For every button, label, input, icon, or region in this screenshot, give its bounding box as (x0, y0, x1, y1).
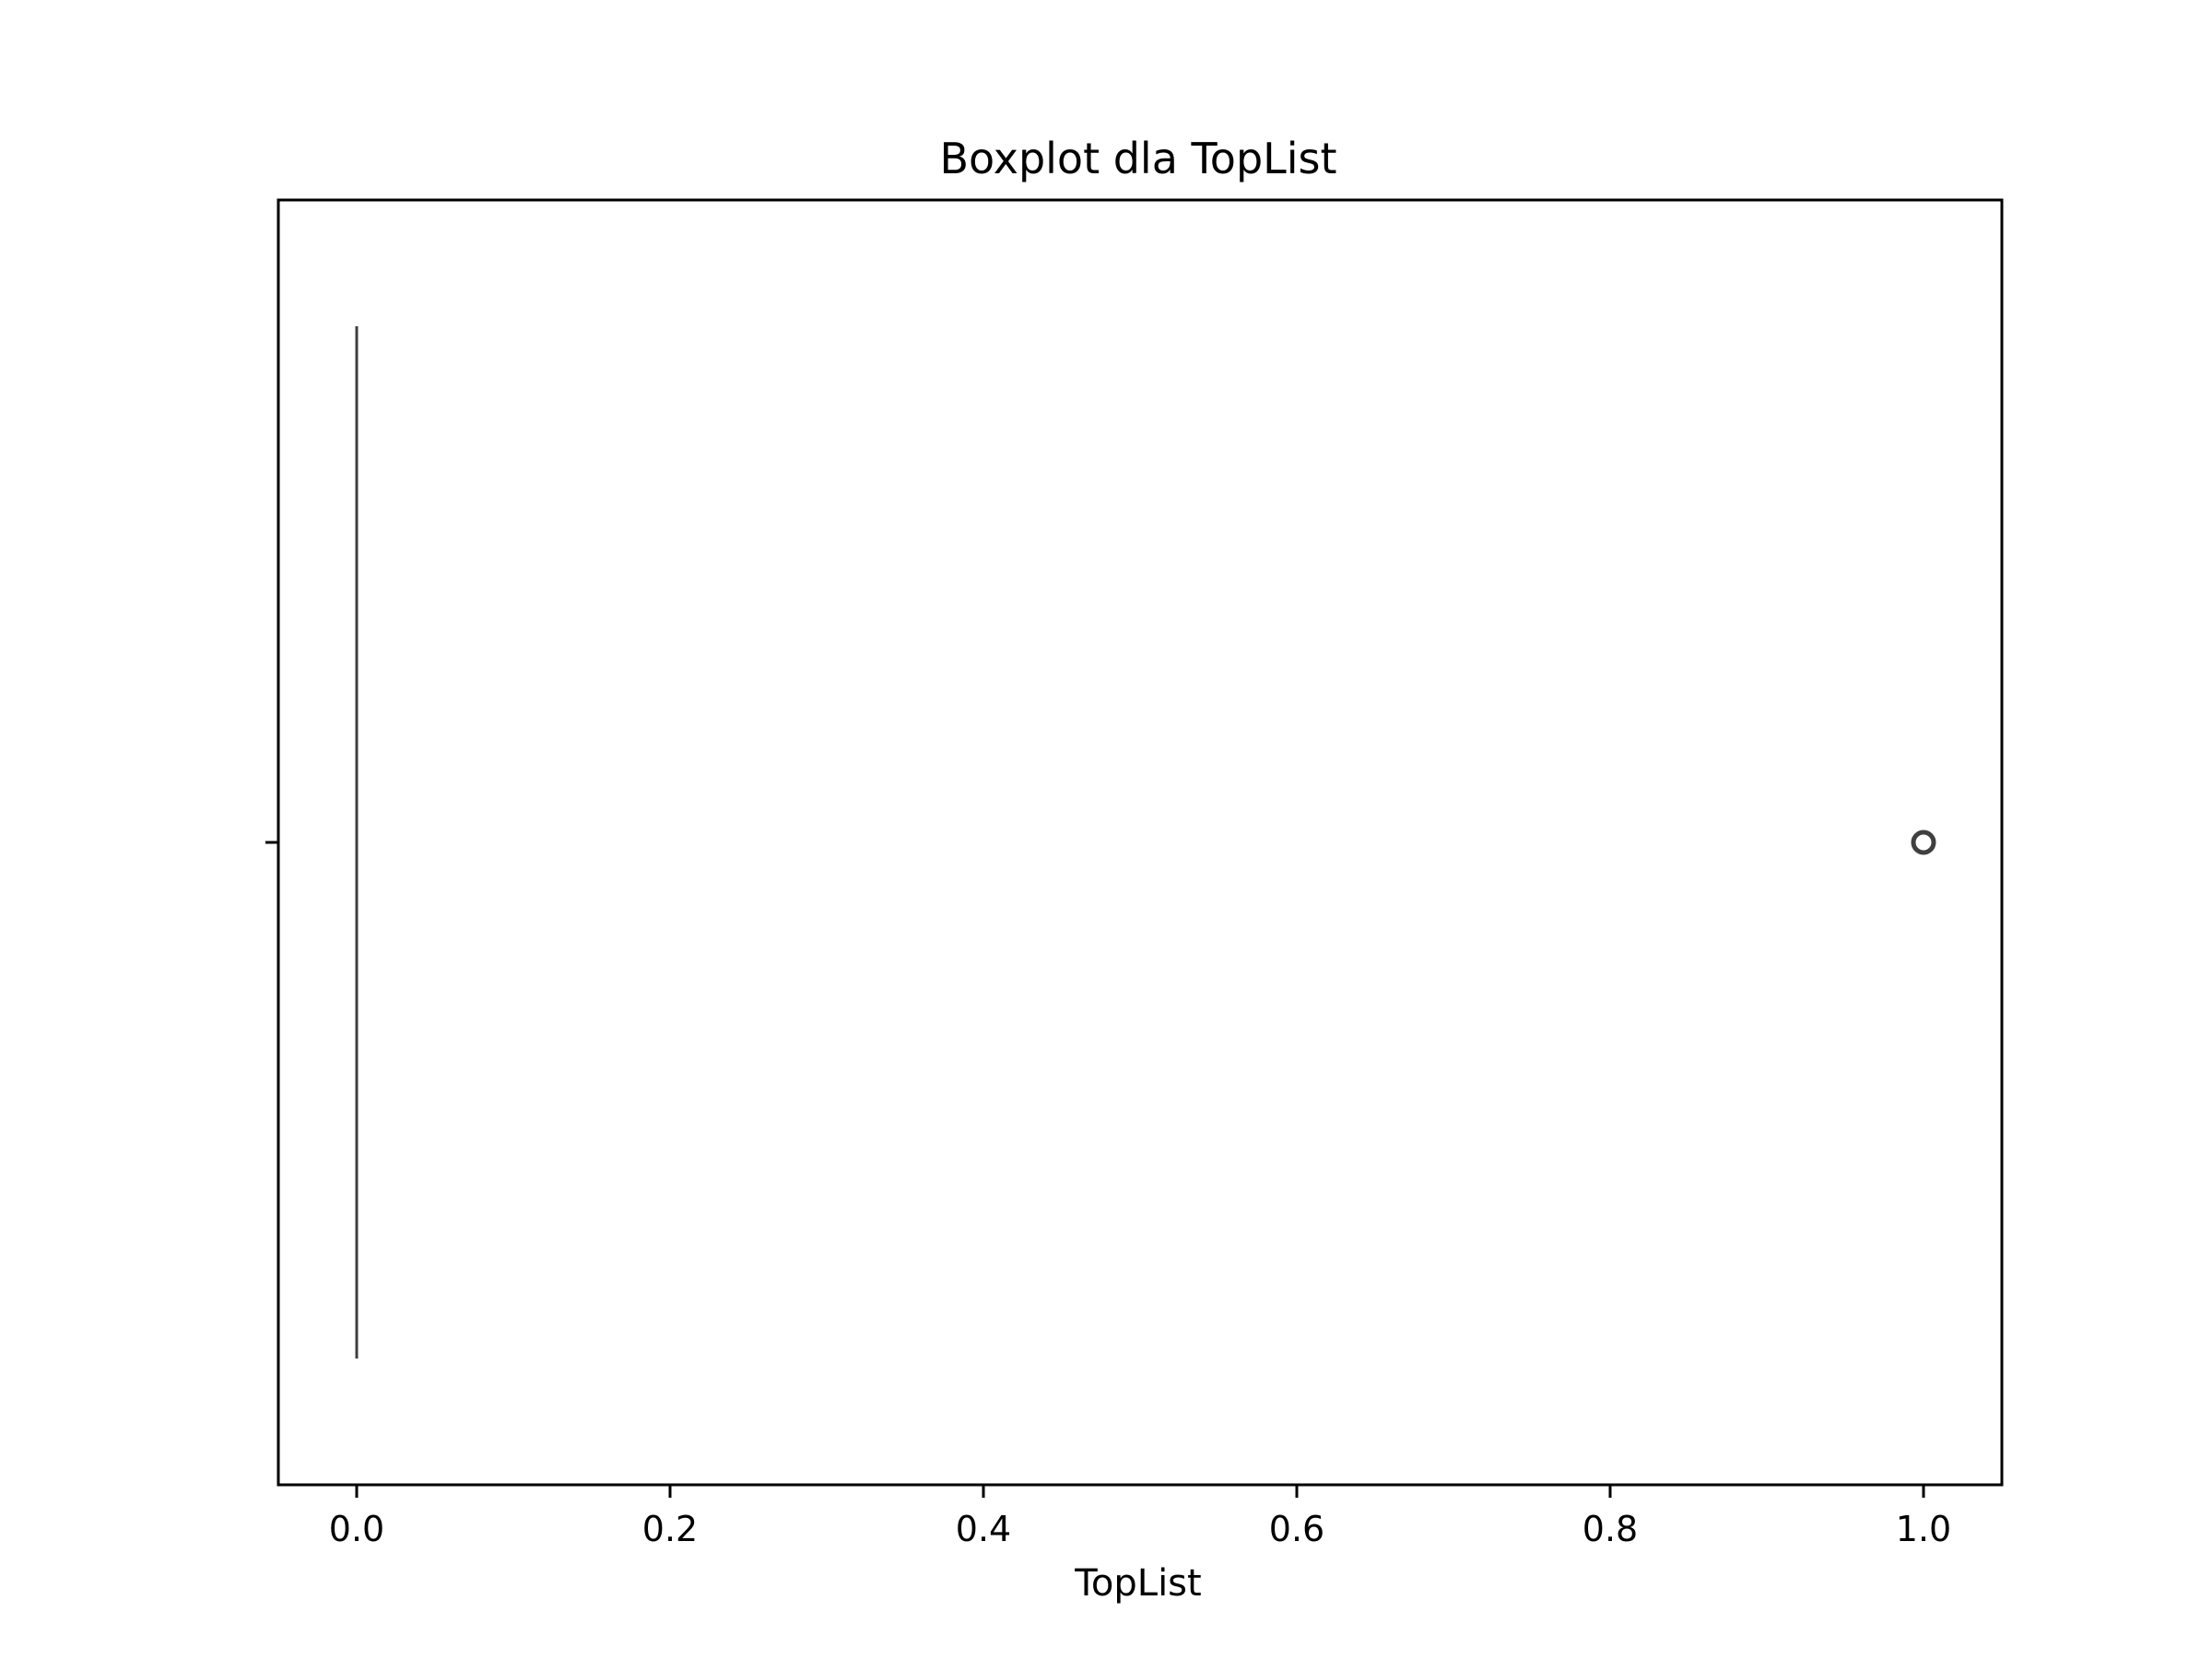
x-axis-label: TopList (1074, 1562, 1201, 1605)
chart-title: Boxplot dla TopList (939, 134, 1336, 183)
outlier-point (1911, 830, 1936, 855)
plot-area (355, 326, 1936, 1359)
x-tick-label: 0.0 (329, 1509, 384, 1549)
x-tick-label: 0.4 (956, 1509, 1011, 1549)
x-tick-label: 0.8 (1583, 1509, 1638, 1549)
x-tick-label: 1.0 (1896, 1509, 1951, 1549)
x-tick-label: 0.2 (642, 1509, 698, 1549)
x-axis-ticks: 0.0 0.2 0.4 0.6 0.8 1.0 (329, 1485, 1951, 1549)
x-tick-label: 0.6 (1269, 1509, 1324, 1549)
